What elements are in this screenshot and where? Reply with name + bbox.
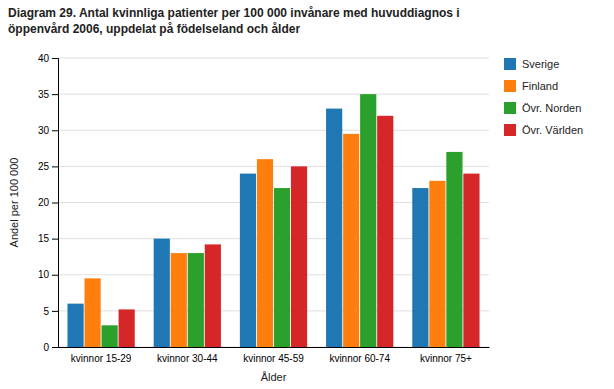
- bar: [274, 188, 290, 347]
- bar: [84, 278, 100, 347]
- y-tick: 25: [38, 161, 58, 172]
- legend-label: Övr. Norden: [522, 102, 581, 114]
- x-axis: kvinnor 15-29 kvinnor 30-44 kvinnor 45-59 k…: [59, 348, 490, 365]
- bar: [463, 174, 479, 347]
- plot: kvinnor 15-29 kvinnor 30-44 kvinnor 45-59 k…: [8, 53, 490, 383]
- y-tick-mark: [52, 94, 58, 95]
- x-tick: kvinnor 60-74: [329, 353, 390, 364]
- x-tick: kvinnor 15-29: [71, 353, 132, 364]
- bars: [67, 94, 479, 347]
- chart: Diagram 29. Antal kvinnliga patienter pe…: [0, 0, 614, 389]
- y-tick-label: 40: [38, 53, 50, 64]
- grid-line: [58, 58, 489, 59]
- title: Diagram 29. Antal kvinnliga patienter pe…: [8, 6, 460, 20]
- y-tick-label: 5: [43, 306, 49, 317]
- y-tick: 20: [38, 197, 58, 208]
- y-tick-label: 30: [38, 125, 50, 136]
- x-axis-line: [59, 347, 490, 348]
- bar: [154, 239, 170, 347]
- y-axis-title: Andel per 100 000: [8, 158, 20, 248]
- bar: [67, 304, 83, 347]
- legend-swatch: [504, 124, 516, 136]
- y-axis: 0 5 10 15 20 25 30 35 40: [38, 53, 59, 353]
- bar: [429, 181, 445, 347]
- legend: Sverige Finland Övr. Norden Övr. Världen: [504, 58, 583, 136]
- bar: [119, 309, 135, 347]
- y-tick: 5: [43, 306, 58, 317]
- bar: [205, 244, 221, 347]
- y-tick-label: 10: [38, 269, 50, 280]
- x-tick-label: kvinnor 30-44: [157, 353, 218, 364]
- y-tick-label: 0: [43, 342, 49, 353]
- y-tick-label: 25: [38, 161, 50, 172]
- grid: [58, 58, 489, 347]
- y-axis-line: [52, 59, 59, 348]
- y-tick: 0: [43, 342, 58, 353]
- bar: [257, 159, 273, 347]
- legend-swatch: [504, 102, 516, 114]
- bar: [240, 174, 256, 347]
- subtitle: öppenvård 2006, uppdelat på födelseland …: [8, 22, 300, 36]
- bar: [446, 152, 462, 347]
- bar: [343, 134, 359, 347]
- x-tick-label: kvinnor 15-29: [71, 353, 132, 364]
- bar: [360, 94, 376, 347]
- y-tick-mark: [52, 239, 58, 240]
- legend-swatch: [504, 58, 516, 70]
- x-tick: kvinnor 45-59: [243, 353, 304, 364]
- legend-item: Sverige: [504, 58, 559, 70]
- bar: [326, 109, 342, 347]
- legend-item: Övr. Världen: [504, 124, 583, 136]
- y-tick: 15: [38, 233, 58, 244]
- y-tick-mark: [52, 130, 58, 131]
- bar: [412, 188, 428, 347]
- y-tick: 10: [38, 269, 58, 280]
- legend-item: Övr. Norden: [504, 102, 581, 114]
- y-tick: 35: [38, 89, 58, 100]
- x-tick-label: kvinnor 45-59: [243, 353, 304, 364]
- x-tick-label: kvinnor 75+: [420, 353, 472, 364]
- x-axis-title: Ålder: [261, 371, 287, 383]
- x-tick: kvinnor 30-44: [157, 353, 218, 364]
- legend-item: Finland: [504, 80, 558, 92]
- bar: [377, 116, 393, 347]
- y-tick-label: 20: [38, 197, 50, 208]
- y-tick-mark: [52, 203, 58, 204]
- y-tick-label: 35: [38, 89, 50, 100]
- bar-series: [102, 94, 463, 347]
- grid-line: [58, 130, 489, 131]
- legend-label: Finland: [522, 80, 558, 92]
- bar: [291, 166, 307, 347]
- grid-line: [58, 94, 489, 95]
- grid-line: [58, 166, 489, 167]
- legend-swatch: [504, 80, 516, 92]
- legend-label: Sverige: [522, 58, 559, 70]
- y-tick-mark: [52, 58, 58, 59]
- y-tick-mark: [52, 275, 58, 276]
- y-tick-mark: [52, 347, 58, 348]
- chart-container: Diagram 29. Antal kvinnliga patienter pe…: [0, 0, 614, 389]
- bar: [188, 253, 204, 347]
- y-tick-label: 15: [38, 233, 50, 244]
- bar-series: [119, 116, 480, 347]
- x-tick: kvinnor 75+: [420, 353, 472, 364]
- y-tick-mark: [52, 311, 58, 312]
- x-tick-label: kvinnor 60-74: [329, 353, 390, 364]
- y-tick: 40: [38, 53, 58, 64]
- y-tick-mark: [52, 166, 58, 167]
- bar: [171, 253, 187, 347]
- legend-label: Övr. Världen: [522, 124, 583, 136]
- y-tick: 30: [38, 125, 58, 136]
- bar: [102, 325, 118, 347]
